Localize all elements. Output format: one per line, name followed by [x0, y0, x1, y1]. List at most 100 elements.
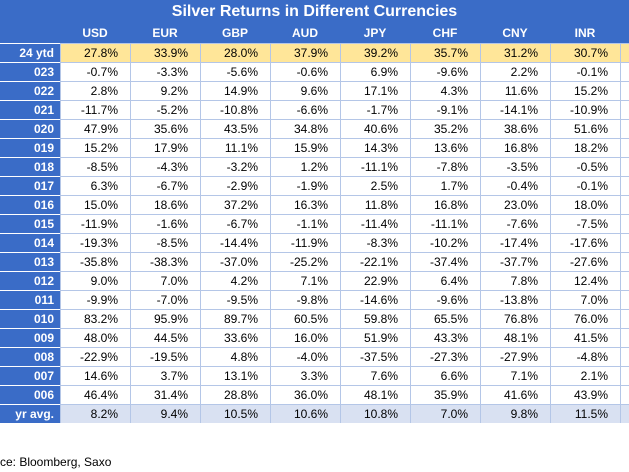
- row-label: 008: [0, 347, 60, 366]
- value-cell: 43.5%: [200, 119, 270, 138]
- value-cell: -10.2%: [410, 233, 480, 252]
- value-cell: -7.0%: [130, 290, 200, 309]
- value-cell: 28.: [620, 43, 629, 62]
- value-cell: 29.: [620, 309, 629, 328]
- value-cell: 5.: [620, 347, 629, 366]
- value-cell: -3.: [620, 100, 629, 119]
- value-cell: 60.5%: [270, 309, 340, 328]
- value-cell: 35.6%: [130, 119, 200, 138]
- row-label: 007: [0, 366, 60, 385]
- value-cell: 83.2%: [60, 309, 130, 328]
- value-cell: -5.2%: [130, 100, 200, 119]
- value-cell: 51.9%: [340, 328, 410, 347]
- value-cell: -27.3%: [410, 347, 480, 366]
- row-label: 014: [0, 233, 60, 252]
- value-cell: -8.5%: [60, 157, 130, 176]
- value-cell: 4.3%: [410, 81, 480, 100]
- value-cell: 24.: [620, 328, 629, 347]
- value-cell: -4.0%: [270, 347, 340, 366]
- column-header: JPY: [340, 24, 410, 43]
- value-cell: -14.4%: [200, 233, 270, 252]
- value-cell: 48.1%: [480, 328, 550, 347]
- value-cell: 13.6%: [410, 138, 480, 157]
- value-cell: 51.6%: [550, 119, 620, 138]
- source-note: ce: Bloomberg, Saxo: [0, 455, 112, 469]
- value-cell: -7.5%: [550, 214, 620, 233]
- value-cell: -9.5%: [200, 290, 270, 309]
- value-cell: 2.1%: [550, 366, 620, 385]
- value-cell: 31.2%: [480, 43, 550, 62]
- row-label: 015: [0, 214, 60, 233]
- value-cell: -11.9%: [60, 214, 130, 233]
- value-cell: 33.9%: [130, 43, 200, 62]
- value-cell: -8.3%: [340, 233, 410, 252]
- value-cell: -3.5%: [480, 157, 550, 176]
- row-label: 018: [0, 157, 60, 176]
- value-cell: -14.1%: [480, 100, 550, 119]
- value-cell: -8.5%: [130, 233, 200, 252]
- column-header: EUR: [130, 24, 200, 43]
- value-cell: 37.9%: [270, 43, 340, 62]
- value-cell: -10.8%: [200, 100, 270, 119]
- column-header: CNY: [480, 24, 550, 43]
- value-cell: 40.6%: [340, 119, 410, 138]
- row-label: 012: [0, 271, 60, 290]
- value-cell: 8.2%: [60, 404, 130, 423]
- value-cell: 23.: [620, 385, 629, 404]
- value-cell: 1.2%: [270, 157, 340, 176]
- value-cell: 25.: [620, 119, 629, 138]
- value-cell: 10.8%: [340, 404, 410, 423]
- value-cell: 6.3%: [60, 176, 130, 195]
- value-cell: 7.0%: [410, 404, 480, 423]
- value-cell: 22.9%: [340, 271, 410, 290]
- value-cell: -4.8%: [550, 347, 620, 366]
- value-cell: 48.1%: [340, 385, 410, 404]
- value-cell: 14.3%: [340, 138, 410, 157]
- value-cell: -11.1%: [410, 214, 480, 233]
- row-label: 022: [0, 81, 60, 100]
- value-cell: -0.6%: [270, 62, 340, 81]
- value-cell: -1.: [620, 233, 629, 252]
- value-cell: 9.2%: [130, 81, 200, 100]
- value-cell: -38.3%: [130, 252, 200, 271]
- value-cell: -17.4%: [480, 233, 550, 252]
- value-cell: 7.: [620, 271, 629, 290]
- value-cell: 76.8%: [480, 309, 550, 328]
- value-cell: 7.0%: [550, 290, 620, 309]
- value-cell: 31.4%: [130, 385, 200, 404]
- value-cell: 14.6%: [60, 366, 130, 385]
- value-cell: 4.2%: [200, 271, 270, 290]
- value-cell: 35.9%: [410, 385, 480, 404]
- row-label: 013: [0, 252, 60, 271]
- value-cell: 46.4%: [60, 385, 130, 404]
- value-cell: -10.9%: [550, 100, 620, 119]
- value-cell: 3.7%: [130, 366, 200, 385]
- row-label: 006: [0, 385, 60, 404]
- value-cell: 2.8%: [60, 81, 130, 100]
- value-cell: -22.9%: [60, 347, 130, 366]
- value-cell: -13.8%: [480, 290, 550, 309]
- column-header: XA: [620, 24, 629, 43]
- value-cell: 15.9%: [270, 138, 340, 157]
- value-cell: 41.5%: [550, 328, 620, 347]
- value-cell: -1.9%: [270, 176, 340, 195]
- value-cell: -11.4%: [340, 214, 410, 233]
- value-cell: -14.6%: [340, 290, 410, 309]
- value-cell: 7.1%: [270, 271, 340, 290]
- value-cell: 6.9%: [340, 62, 410, 81]
- value-cell: -9.9%: [60, 290, 130, 309]
- value-cell: 47.9%: [60, 119, 130, 138]
- value-cell: 37.2%: [200, 195, 270, 214]
- value-cell: -10.: [620, 214, 629, 233]
- value-cell: -1.6%: [130, 214, 200, 233]
- value-cell: -7.8%: [410, 157, 480, 176]
- value-cell: 38.6%: [480, 119, 550, 138]
- value-cell: 15.2%: [60, 138, 130, 157]
- value-cell: 48.0%: [60, 328, 130, 347]
- value-cell: 33.6%: [200, 328, 270, 347]
- value-cell: 3.3%: [270, 366, 340, 385]
- row-label: 24 ytd: [0, 43, 60, 62]
- value-cell: -35.8%: [60, 252, 130, 271]
- value-cell: 18.: [620, 138, 629, 157]
